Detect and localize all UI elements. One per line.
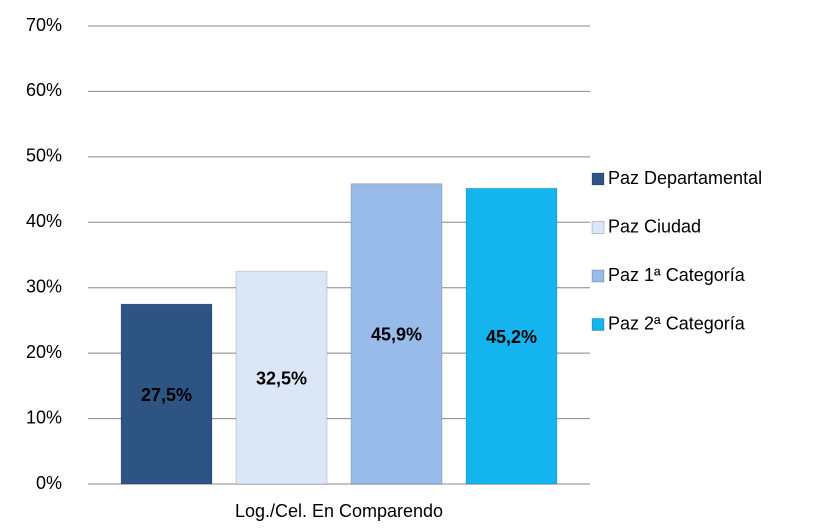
value-label: 45,9% xyxy=(371,325,422,345)
legend-label: Paz Departamental xyxy=(608,168,762,188)
legend-label: Paz 2ª Categoría xyxy=(608,313,746,333)
bar xyxy=(465,187,558,485)
value-label: 32,5% xyxy=(256,368,307,388)
y-tick-label: 10% xyxy=(26,407,62,427)
y-tick-label: 40% xyxy=(26,211,62,231)
y-tick-label: 0% xyxy=(36,473,62,493)
legend-label: Paz 1ª Categoría xyxy=(608,265,746,285)
legend-swatch xyxy=(591,269,605,283)
x-tick-label: Log./Cel. En Comparendo xyxy=(235,501,443,521)
value-label: 27,5% xyxy=(141,385,192,405)
bar xyxy=(350,183,443,485)
legend-swatch xyxy=(591,172,605,186)
value-label: 45,2% xyxy=(486,327,537,347)
y-tick-label: 20% xyxy=(26,342,62,362)
bar xyxy=(120,303,213,485)
y-tick-label: 50% xyxy=(26,146,62,166)
y-tick-label: 70% xyxy=(26,15,62,35)
legend-swatch xyxy=(591,221,605,234)
legend-label: Paz Ciudad xyxy=(608,216,701,236)
y-tick-label: 30% xyxy=(26,276,62,296)
bar xyxy=(235,270,328,485)
y-tick-label: 60% xyxy=(26,80,62,100)
legend-swatch xyxy=(591,318,605,331)
